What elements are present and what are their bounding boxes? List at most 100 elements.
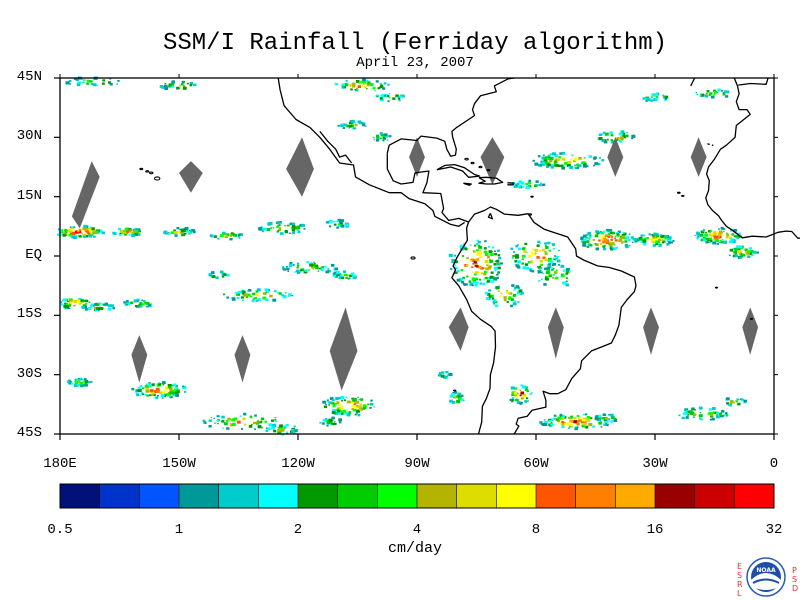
rain-cell [643, 234, 646, 237]
rain-cell [137, 229, 141, 232]
rain-cell [512, 255, 515, 258]
rain-cell [559, 152, 563, 155]
rain-cell [211, 275, 216, 278]
rain-cell [517, 247, 522, 251]
rain-cell [335, 397, 339, 400]
rain-cell [340, 224, 345, 228]
rain-cell [483, 272, 487, 276]
rain-cell [538, 280, 541, 282]
rain-cell [544, 267, 548, 271]
rain-cell [618, 238, 623, 242]
rain-cell [454, 264, 456, 266]
rain-cell [738, 235, 741, 238]
rain-cell [102, 79, 106, 82]
rain-cell [139, 305, 143, 308]
rain-cell [649, 234, 652, 236]
rain-cell [713, 94, 716, 96]
rain-cell [354, 127, 357, 130]
rain-cell [296, 266, 299, 269]
rain-cell [737, 251, 741, 254]
rain-cell [374, 90, 376, 92]
rain-cell [90, 82, 94, 85]
rain-cell [586, 245, 590, 248]
rain-cell [96, 232, 100, 235]
rain-cell [104, 302, 108, 306]
rain-cell [141, 393, 145, 396]
map-title: SSM/I Rainfall (Ferriday algorithm) [162, 30, 668, 57]
rain-cell [349, 84, 353, 87]
rain-cell [726, 234, 729, 237]
rain-cell [398, 99, 401, 102]
rain-cell [595, 247, 599, 251]
rain-cell [151, 383, 155, 387]
coastline [451, 221, 497, 435]
rain-cell [78, 228, 82, 231]
rain-cell [398, 96, 402, 99]
rain-cell [708, 412, 712, 415]
rain-cell [300, 268, 305, 272]
latitude-label: 45N [16, 69, 42, 85]
rain-cell [712, 241, 716, 245]
rain-cell [587, 231, 592, 235]
rain-cell [541, 421, 543, 423]
rain-cell [84, 229, 87, 232]
rain-cell [560, 274, 565, 278]
rain-cell [667, 236, 672, 240]
rain-cell [611, 236, 614, 238]
logo-letter: D [792, 584, 799, 593]
rain-cell [621, 132, 625, 136]
rain-cell [65, 305, 69, 309]
rain-cell [364, 86, 367, 89]
rain-cell [277, 428, 281, 432]
rain-cell [640, 241, 643, 243]
rain-cell [284, 230, 289, 234]
rain-cell [82, 79, 86, 81]
rain-cell [254, 414, 257, 417]
rain-cell [277, 221, 281, 225]
rain-cell [521, 186, 524, 189]
rain-cell [709, 234, 713, 237]
rain-cell [453, 396, 456, 399]
rain-cell [109, 82, 113, 86]
rain-cell [188, 229, 191, 232]
rain-cell [348, 411, 352, 414]
rain-cell [182, 86, 187, 90]
rain-cell [155, 387, 160, 391]
rain-cell [699, 94, 702, 96]
rain-cell [68, 230, 72, 233]
rain-cell [510, 398, 514, 402]
rain-cell [397, 97, 401, 100]
rain-cell [339, 421, 342, 424]
rain-cell [718, 237, 721, 239]
rain-cell [370, 399, 373, 402]
rain-cell [596, 232, 599, 235]
rain-cell [476, 239, 480, 242]
rain-cell [614, 239, 618, 242]
rain-cell [515, 245, 519, 248]
rain-cell [457, 395, 460, 398]
rain-cell [705, 231, 707, 234]
rain-cell [326, 400, 329, 403]
rain-cell [451, 401, 456, 404]
coastline [386, 77, 515, 157]
rain-cell [174, 387, 178, 390]
rain-cell [525, 185, 530, 189]
rain-cell [321, 422, 325, 425]
rain-cell [518, 180, 522, 184]
rain-cell [651, 234, 654, 237]
rain-cell [548, 263, 551, 266]
rain-cell [496, 259, 500, 263]
rain-cell [548, 274, 552, 277]
rain-cell [348, 274, 352, 277]
rain-cell [652, 238, 657, 242]
rain-cell [242, 417, 246, 421]
rain-cell [483, 250, 488, 254]
rain-cell [471, 266, 474, 269]
rain-cell [161, 391, 165, 394]
rain-cell [725, 232, 728, 235]
rain-cell [60, 301, 62, 304]
psd-letters: P S D [792, 566, 798, 593]
rain-cell [610, 238, 614, 241]
rain-cell [340, 222, 343, 225]
rain-cell [384, 82, 387, 84]
